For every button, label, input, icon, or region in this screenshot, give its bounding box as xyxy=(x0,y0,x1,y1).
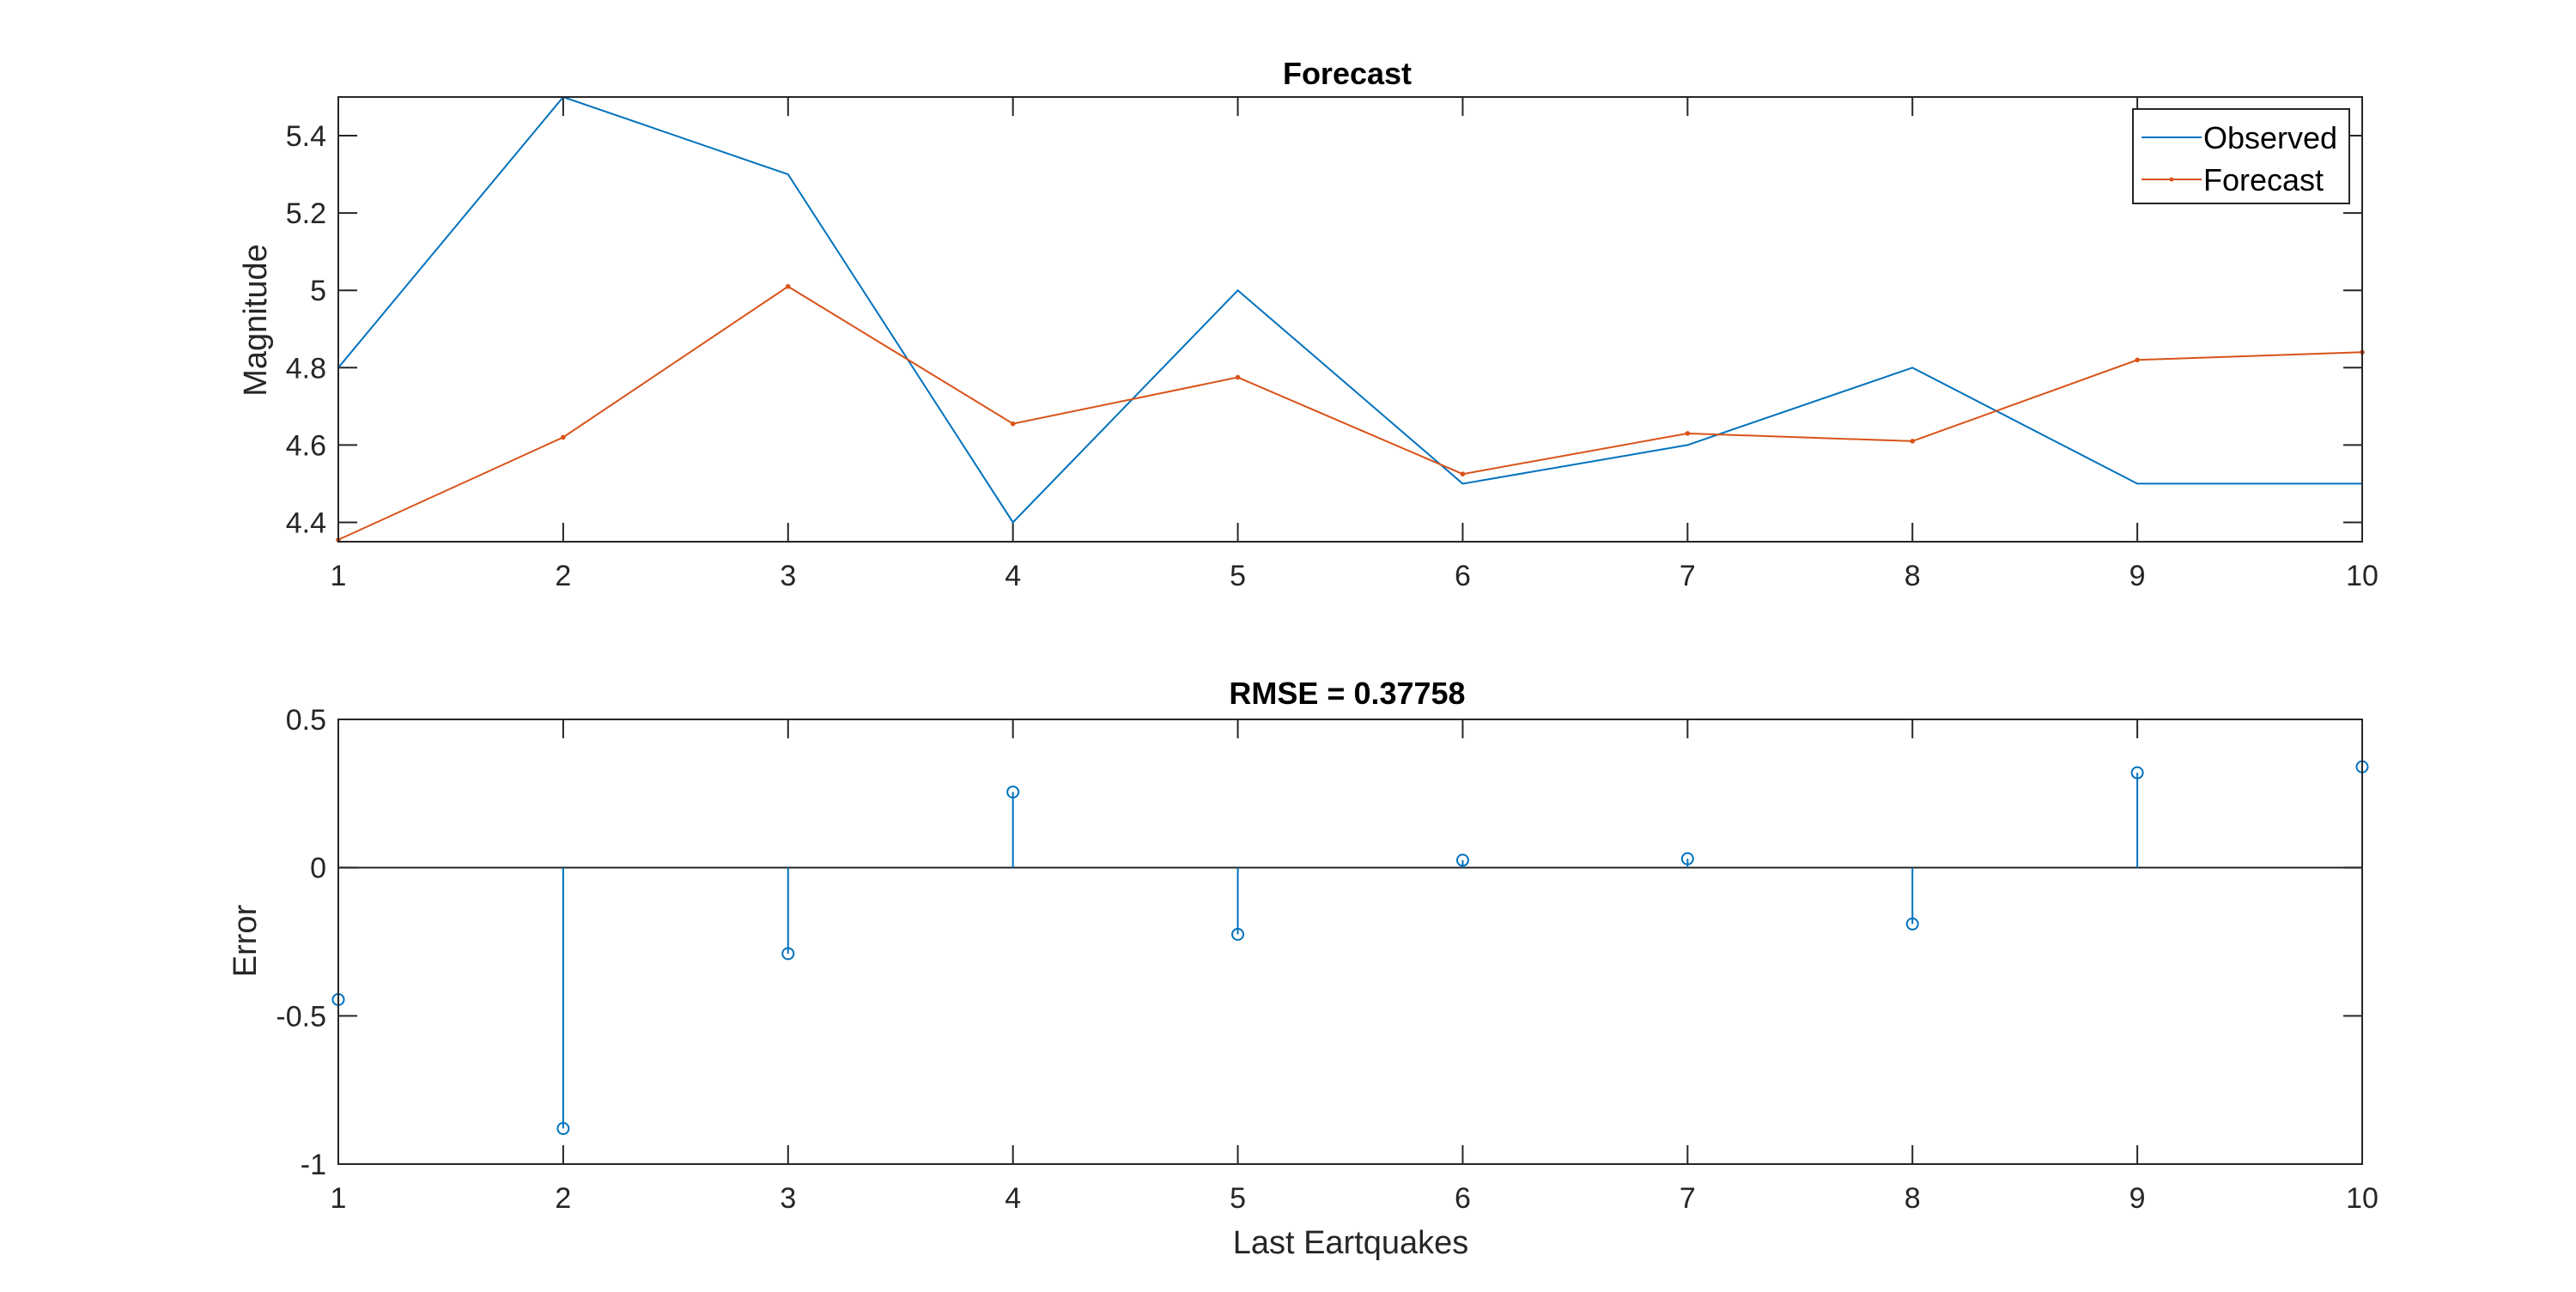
stem-marker xyxy=(1680,852,1694,865)
error-x-tick-label: 3 xyxy=(780,1182,796,1215)
forecast-y-axis-label: Magnitude xyxy=(238,244,274,396)
series-point-forecast xyxy=(561,434,566,440)
stem-marker xyxy=(2130,766,2144,779)
forecast-y-tick-label: 5.4 xyxy=(286,120,326,153)
error-x-tick-label: 2 xyxy=(555,1182,571,1215)
error-x-tick-label: 10 xyxy=(2346,1182,2379,1215)
error-x-tick-label: 1 xyxy=(331,1182,347,1215)
forecast-y-tick-label: 4.6 xyxy=(286,429,326,462)
forecast-y-tick-label: 5 xyxy=(310,275,326,307)
error-x-tick-label: 7 xyxy=(1680,1182,1696,1215)
error-y-ticks: -1 -0.5 0 0.5 xyxy=(276,704,2362,1181)
forecast-x-ticks: 1 2 3 4 5 6 7 8 9 10 xyxy=(331,97,2379,592)
series-point-forecast xyxy=(1010,421,1016,427)
legend-forecast-marker xyxy=(2169,177,2174,182)
forecast-axes-box xyxy=(337,96,2363,543)
forecast-y-ticks: 4.4 4.6 4.8 5 5.2 5.4 xyxy=(286,120,2362,539)
error-plot-title: RMSE = 0.37758 xyxy=(1229,676,1465,711)
series-point-forecast xyxy=(2135,357,2140,363)
error-x-axis-label: Last Eartquakes xyxy=(1233,1225,1469,1261)
forecast-x-tick-label: 5 xyxy=(1230,560,1246,592)
error-x-tick-label: 5 xyxy=(1230,1182,1246,1215)
error-x-tick-label: 8 xyxy=(1905,1182,1921,1215)
forecast-y-tick-label: 4.4 xyxy=(286,506,326,539)
series-line-forecast xyxy=(337,285,2363,541)
forecast-x-tick-label: 8 xyxy=(1905,560,1921,592)
legend: Observed Forecast xyxy=(2132,108,2350,204)
error-y-tick-label: 0.5 xyxy=(286,704,326,737)
error-y-tick-label: -0.5 xyxy=(276,1000,326,1033)
stem-marker xyxy=(781,947,795,961)
series-point-forecast xyxy=(1910,439,1916,444)
series-point-forecast xyxy=(1460,471,1466,476)
forecast-x-tick-label: 10 xyxy=(2346,560,2379,592)
stem-marker xyxy=(1006,786,1020,799)
forecast-y-tick-label: 4.8 xyxy=(286,352,326,385)
error-x-tick-label: 4 xyxy=(1005,1182,1021,1215)
forecast-x-tick-label: 1 xyxy=(331,560,347,592)
stem-marker xyxy=(1905,917,1919,931)
forecast-x-tick-label: 7 xyxy=(1680,560,1696,592)
error-y-axis-label: Error xyxy=(228,904,264,977)
legend-forecast-label: Forecast xyxy=(2203,162,2324,197)
forecast-x-tick-label: 4 xyxy=(1005,560,1021,592)
stem-marker xyxy=(1455,853,1469,867)
series-line-observed xyxy=(337,95,2362,525)
forecast-x-tick-label: 9 xyxy=(2129,560,2146,592)
forecast-y-tick-label: 5.2 xyxy=(286,197,326,230)
forecast-plot-title: Forecast xyxy=(1283,56,1412,91)
series-point-forecast xyxy=(1235,374,1241,380)
forecast-x-tick-label: 2 xyxy=(555,560,571,592)
error-x-tick-label: 6 xyxy=(1455,1182,1471,1215)
stem-marker xyxy=(1231,927,1245,941)
error-y-tick-label: -1 xyxy=(301,1149,326,1181)
error-plot: RMSE = 0.37758 Error Last Eartquakes 1 2 3… xyxy=(228,676,2379,1261)
legend-box xyxy=(2132,108,2350,204)
series-point-forecast xyxy=(785,283,791,289)
error-y-tick-label: 0 xyxy=(310,852,326,885)
stem-marker xyxy=(556,1122,570,1136)
error-x-tick-label: 9 xyxy=(2129,1182,2146,1215)
forecast-series-group xyxy=(336,95,2365,543)
legend-observed-label: Observed xyxy=(2203,120,2337,155)
series-point-forecast xyxy=(1685,431,1691,436)
forecast-plot: Forecast Magnitude 1 2 3 4 5 6 7 8 9 10 4.4 4.6 4.8… xyxy=(238,56,2379,592)
forecast-x-tick-label: 6 xyxy=(1455,560,1471,592)
error-axes-box xyxy=(337,719,2363,1165)
forecast-x-tick-label: 3 xyxy=(780,560,796,592)
